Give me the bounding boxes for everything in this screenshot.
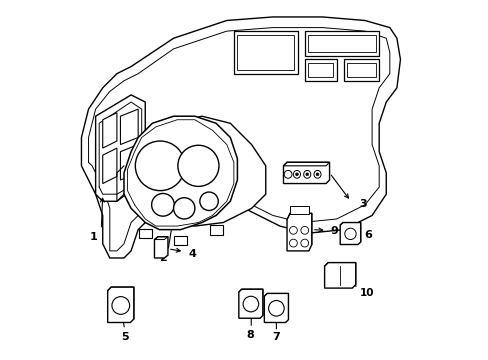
Circle shape (315, 173, 318, 176)
Text: 4: 4 (188, 249, 196, 259)
Polygon shape (264, 293, 288, 323)
Polygon shape (286, 213, 311, 251)
Ellipse shape (293, 170, 300, 178)
Polygon shape (96, 95, 145, 201)
Circle shape (268, 301, 284, 316)
Circle shape (112, 297, 129, 314)
Polygon shape (346, 63, 375, 77)
Polygon shape (102, 113, 117, 148)
Circle shape (300, 226, 308, 234)
Circle shape (173, 198, 195, 219)
Polygon shape (120, 109, 138, 145)
Polygon shape (343, 59, 378, 81)
Polygon shape (324, 262, 355, 288)
Polygon shape (283, 162, 329, 184)
Polygon shape (131, 116, 265, 226)
Polygon shape (102, 148, 117, 184)
Polygon shape (124, 116, 237, 230)
Polygon shape (107, 287, 134, 323)
FancyBboxPatch shape (209, 225, 222, 235)
Circle shape (200, 192, 218, 211)
Polygon shape (307, 63, 332, 77)
Polygon shape (81, 17, 400, 258)
FancyBboxPatch shape (289, 206, 309, 214)
Text: 2: 2 (159, 253, 166, 263)
Circle shape (344, 228, 355, 239)
Polygon shape (233, 31, 297, 74)
Text: 5: 5 (121, 332, 129, 342)
FancyBboxPatch shape (139, 229, 151, 238)
Text: 8: 8 (246, 330, 254, 340)
Polygon shape (340, 222, 360, 244)
Text: 9: 9 (330, 226, 338, 236)
Text: 10: 10 (359, 288, 374, 298)
Polygon shape (237, 35, 293, 70)
Circle shape (305, 173, 308, 176)
Circle shape (151, 193, 174, 216)
Polygon shape (238, 289, 263, 318)
Circle shape (289, 239, 297, 247)
Circle shape (284, 170, 291, 178)
Ellipse shape (303, 170, 310, 178)
Text: 7: 7 (272, 332, 280, 342)
Polygon shape (120, 145, 138, 180)
Text: 3: 3 (359, 199, 366, 209)
Circle shape (243, 296, 258, 312)
Polygon shape (307, 35, 375, 53)
Polygon shape (304, 59, 336, 81)
Circle shape (295, 173, 298, 176)
Circle shape (135, 141, 184, 191)
Circle shape (300, 239, 308, 247)
Ellipse shape (313, 170, 321, 178)
Text: 1: 1 (89, 232, 97, 242)
FancyBboxPatch shape (174, 236, 187, 245)
Circle shape (289, 226, 297, 234)
Circle shape (178, 145, 219, 186)
Polygon shape (304, 31, 378, 56)
Text: 6: 6 (363, 230, 371, 240)
Polygon shape (154, 237, 167, 258)
